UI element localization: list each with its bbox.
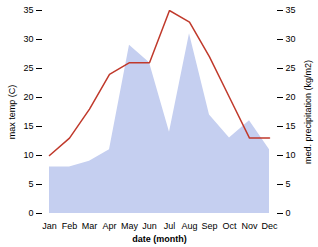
svg-text:Aug: Aug (181, 221, 197, 231)
svg-text:0: 0 (28, 208, 33, 218)
svg-text:med. precipitation (kg/m2): med. precipitation (kg/m2) (303, 60, 313, 164)
svg-text:Oct: Oct (222, 221, 237, 231)
svg-text:25: 25 (286, 63, 296, 73)
svg-text:0: 0 (286, 208, 291, 218)
svg-text:35: 35 (286, 5, 296, 15)
svg-text:10: 10 (23, 150, 33, 160)
svg-text:Mar: Mar (82, 221, 98, 231)
svg-text:Dec: Dec (261, 221, 278, 231)
svg-text:20: 20 (286, 92, 296, 102)
svg-text:Feb: Feb (62, 221, 78, 231)
svg-text:Apr: Apr (102, 221, 116, 231)
svg-text:10: 10 (286, 150, 296, 160)
svg-text:30: 30 (23, 34, 33, 44)
svg-text:date (month): date (month) (132, 234, 187, 244)
svg-text:max temp (C): max temp (C) (7, 85, 17, 140)
svg-text:25: 25 (23, 63, 33, 73)
svg-text:May: May (121, 221, 139, 231)
svg-text:5: 5 (28, 179, 33, 189)
svg-text:Sep: Sep (201, 221, 217, 231)
svg-text:15: 15 (23, 121, 33, 131)
svg-text:Nov: Nov (241, 221, 258, 231)
svg-text:30: 30 (286, 34, 296, 44)
svg-text:35: 35 (23, 5, 33, 15)
svg-text:15: 15 (286, 121, 296, 131)
svg-text:Jul: Jul (164, 221, 176, 231)
svg-text:20: 20 (23, 92, 33, 102)
svg-text:5: 5 (286, 179, 291, 189)
svg-text:Jun: Jun (142, 221, 157, 231)
svg-text:Jan: Jan (42, 221, 57, 231)
